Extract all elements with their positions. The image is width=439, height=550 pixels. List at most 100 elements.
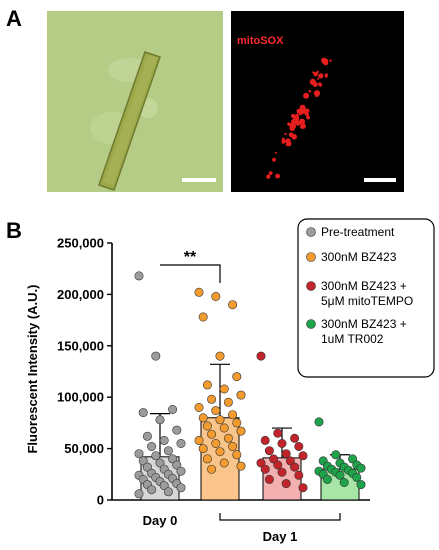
- significance-label: **: [184, 249, 197, 266]
- scale-bar-fluorescence: [364, 178, 396, 182]
- data-point: [281, 449, 291, 459]
- data-point: [159, 435, 169, 445]
- mitosox-punctum: [313, 71, 319, 77]
- data-point: [194, 402, 204, 412]
- data-point: [232, 450, 242, 460]
- data-point: [352, 472, 362, 482]
- data-point: [142, 431, 152, 441]
- y-axis-title: Fluorescent Intensity (A.U.): [25, 284, 40, 453]
- mitosox-label: mitoSOX: [237, 35, 284, 47]
- data-point: [277, 438, 287, 448]
- data-point: [202, 454, 212, 464]
- mitosox-punctum: [312, 71, 315, 74]
- data-point: [264, 474, 274, 484]
- mitosox-punctum: [285, 138, 291, 144]
- data-point: [202, 380, 212, 390]
- y-tick-label: 50,000: [64, 441, 104, 456]
- data-point: [348, 454, 358, 464]
- data-point: [151, 351, 161, 361]
- data-point: [168, 404, 178, 414]
- mitosox-puncta: [266, 57, 332, 179]
- legend-box: [297, 218, 435, 378]
- data-point: [163, 487, 173, 497]
- data-point: [314, 417, 324, 427]
- mitosox-punctum: [300, 123, 306, 129]
- legend-label: 300nM BZ423 +: [321, 279, 407, 293]
- data-point: [138, 456, 148, 466]
- data-point: [198, 413, 208, 423]
- mitosox-punctum: [303, 92, 310, 99]
- data-point: [134, 271, 144, 281]
- data-point: [215, 351, 225, 361]
- legend-marker: [306, 252, 316, 262]
- significance-bracket: [160, 264, 221, 283]
- legend-label: Pre-treatment: [321, 225, 395, 239]
- data-point: [163, 446, 173, 456]
- data-point: [294, 441, 304, 451]
- data-point: [138, 408, 148, 418]
- data-point: [290, 462, 300, 472]
- y-tick-label: 250,000: [57, 236, 104, 251]
- y-tick-label: 100,000: [57, 390, 104, 405]
- data-point: [269, 454, 279, 464]
- data-point: [198, 444, 208, 454]
- data-point: [207, 394, 217, 404]
- panel-b-label: B: [6, 218, 22, 243]
- data-point: [211, 406, 221, 416]
- mitosox-punctum: [318, 82, 322, 86]
- mitosox-punctum: [329, 59, 332, 62]
- mitosox-punctum: [284, 132, 287, 136]
- day1-bracket: [219, 513, 341, 521]
- data-point: [335, 470, 345, 480]
- data-point: [256, 458, 266, 468]
- data-point: [236, 461, 246, 471]
- mitosox-fluorescence-image: mitoSOX: [231, 11, 404, 192]
- data-point: [236, 426, 246, 436]
- mitosox-punctum: [272, 157, 276, 162]
- mitosox-punctum: [295, 120, 301, 126]
- mitosox-punctum: [291, 134, 298, 140]
- mitosox-punctum: [282, 139, 286, 143]
- data-point: [232, 418, 242, 428]
- data-point: [168, 454, 178, 464]
- data-point: [147, 441, 157, 451]
- data-point: [339, 477, 349, 487]
- data-point: [155, 415, 165, 425]
- data-point: [207, 464, 217, 474]
- y-tick-label: 200,000: [57, 287, 104, 302]
- data-point: [134, 489, 144, 499]
- x-label-day1: Day 1: [263, 529, 298, 544]
- mitosox-punctum: [294, 113, 299, 119]
- data-point: [290, 433, 300, 443]
- data-point: [142, 462, 152, 472]
- legend-marker: [306, 281, 316, 291]
- mitosox-punctum: [308, 89, 312, 93]
- data-point: [219, 458, 229, 468]
- scale-bar-brightfield: [182, 178, 216, 182]
- data-point: [260, 464, 270, 474]
- legend-label: 300nM BZ423: [321, 250, 397, 264]
- data-point: [356, 480, 366, 490]
- data-point: [207, 429, 217, 439]
- data-point: [176, 483, 186, 493]
- data-point: [215, 415, 225, 425]
- data-point: [223, 433, 233, 443]
- data-point: [194, 435, 204, 445]
- data-point: [228, 441, 238, 451]
- panel-a-label: A: [6, 6, 22, 31]
- mitosox-punctum: [274, 151, 277, 154]
- data-point: [294, 470, 304, 480]
- x-label-day0: Day 0: [143, 513, 178, 528]
- brightfield-image: [47, 11, 223, 192]
- data-point: [172, 460, 182, 470]
- data-point: [236, 390, 246, 400]
- data-point: [264, 446, 274, 456]
- data-point: [277, 467, 287, 477]
- data-point: [232, 372, 242, 382]
- data-point: [223, 397, 233, 407]
- data-point: [285, 456, 295, 466]
- legend-marker: [306, 227, 316, 237]
- legend-label: 300nM BZ423 +: [321, 317, 407, 331]
- legend-label: 5μM mitoTEMPO: [321, 294, 413, 308]
- mitosox-punctum: [275, 173, 280, 179]
